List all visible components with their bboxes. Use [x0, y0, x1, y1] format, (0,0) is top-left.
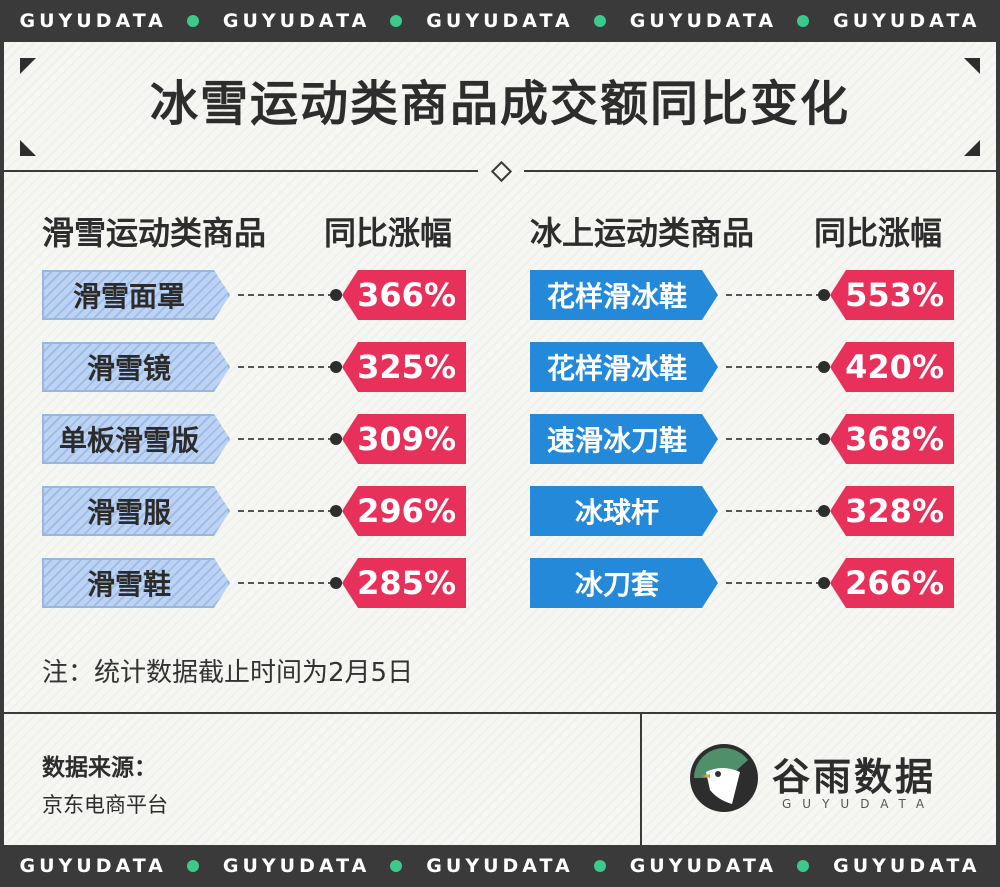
brand-word: GUYUDATA	[833, 10, 981, 32]
corner-mark	[964, 140, 980, 156]
dashed-leader-line	[238, 510, 334, 512]
chart-row: 冰刀套 266%	[530, 558, 954, 608]
pin-dot-icon	[330, 433, 342, 445]
chart-row: 滑雪服 296%	[42, 486, 466, 536]
ski-category-header: 滑雪运动类商品	[42, 214, 267, 252]
value-label: 553%	[830, 270, 954, 320]
title-divider-right	[524, 170, 996, 172]
category-label: 冰球杆	[530, 486, 718, 536]
brand-word: GUYUDATA	[629, 10, 778, 32]
dashed-leader-line	[238, 366, 334, 368]
chart-row: 滑雪面罩 366%	[42, 270, 466, 320]
brand-word: GUYUDATA	[426, 855, 574, 877]
value-label: 325%	[342, 342, 466, 392]
pin-dot-icon	[818, 289, 830, 301]
category-label: 滑雪镜	[42, 342, 230, 392]
dashed-leader-line	[726, 366, 822, 368]
footer-vertical-divider	[640, 712, 642, 845]
corner-mark	[20, 58, 36, 74]
top-brand-strip: GUYUDATA GUYUDATA GUYUDATA GUYUDATA GUYUDATA	[0, 0, 1000, 42]
pin-dot-icon	[330, 289, 342, 301]
dashed-leader-line	[726, 438, 822, 440]
bird-logo-icon	[690, 744, 758, 812]
value-label: 366%	[342, 270, 466, 320]
pin-dot-icon	[818, 361, 830, 373]
pin-dot-icon	[330, 505, 342, 517]
footnote: 注：统计数据截止时间为2月5日	[42, 658, 414, 688]
chart-row: 滑雪镜 325%	[42, 342, 466, 392]
corner-mark	[964, 58, 980, 74]
chart-row: 花样滑冰鞋 553%	[530, 270, 954, 320]
chart-row: 速滑冰刀鞋 368%	[530, 414, 954, 464]
category-label: 滑雪鞋	[42, 558, 230, 608]
chart-title: 冰雪运动类商品成交额同比变化	[149, 76, 850, 132]
bottom-brand-strip: GUYUDATA GUYUDATA GUYUDATA GUYUDATA GUYUDATA	[0, 845, 1000, 887]
corner-mark	[20, 140, 36, 156]
green-dot-icon	[593, 15, 606, 27]
footer-divider	[4, 712, 996, 714]
green-dot-icon	[593, 860, 606, 872]
brand-word: GUYUDATA	[19, 855, 167, 877]
green-dot-icon	[186, 15, 199, 27]
logo-name: 谷雨数据	[772, 754, 937, 799]
brand-word: GUYUDATA	[19, 10, 167, 32]
brand-word: GUYUDATA	[426, 10, 574, 32]
category-label: 单板滑雪版	[42, 414, 230, 464]
green-dot-icon	[797, 860, 810, 872]
category-label: 花样滑冰鞋	[530, 342, 718, 392]
ice-category-header: 冰上运动类商品	[530, 214, 755, 252]
value-label: 296%	[342, 486, 466, 536]
category-label: 滑雪面罩	[42, 270, 230, 320]
brand-word: GUYUDATA	[833, 855, 981, 877]
pin-dot-icon	[818, 433, 830, 445]
dashed-leader-line	[726, 510, 822, 512]
green-dot-icon	[797, 15, 810, 27]
value-label: 266%	[830, 558, 954, 608]
value-label: 328%	[830, 486, 954, 536]
brand-word: GUYUDATA	[222, 10, 371, 32]
infographic-panel: 冰雪运动类商品成交额同比变化 滑雪运动类商品 同比涨幅 冰上运动类商品 同比涨幅…	[4, 42, 996, 845]
chart-row: 冰球杆 328%	[530, 486, 954, 536]
ice-value-header: 同比涨幅	[814, 214, 943, 252]
logo-subtitle: GUYUDATA	[782, 797, 936, 811]
pin-dot-icon	[330, 361, 342, 373]
dashed-leader-line	[726, 582, 822, 584]
ski-value-header: 同比涨幅	[324, 214, 453, 252]
pin-dot-icon	[818, 577, 830, 589]
value-label: 420%	[830, 342, 954, 392]
green-dot-icon	[186, 860, 199, 872]
title-box: 冰雪运动类商品成交额同比变化	[4, 42, 996, 170]
green-dot-icon	[390, 15, 403, 27]
pin-dot-icon	[330, 577, 342, 589]
green-dot-icon	[390, 860, 403, 872]
dashed-leader-line	[238, 294, 334, 296]
dashed-leader-line	[726, 294, 822, 296]
chart-row: 单板滑雪版 309%	[42, 414, 466, 464]
pin-dot-icon	[818, 505, 830, 517]
source-value: 京东电商平台	[42, 793, 168, 817]
title-divider-left	[4, 170, 478, 172]
dashed-leader-line	[238, 438, 334, 440]
category-label: 速滑冰刀鞋	[530, 414, 718, 464]
value-label: 368%	[830, 414, 954, 464]
chart-row: 花样滑冰鞋 420%	[530, 342, 954, 392]
value-label: 285%	[342, 558, 466, 608]
brand-word: GUYUDATA	[629, 855, 778, 877]
chart-row: 滑雪鞋 285%	[42, 558, 466, 608]
source-label: 数据来源：	[42, 755, 157, 781]
dashed-leader-line	[238, 582, 334, 584]
category-label: 冰刀套	[530, 558, 718, 608]
category-label: 花样滑冰鞋	[530, 270, 718, 320]
value-label: 309%	[342, 414, 466, 464]
category-label: 滑雪服	[42, 486, 230, 536]
brand-word: GUYUDATA	[222, 855, 371, 877]
